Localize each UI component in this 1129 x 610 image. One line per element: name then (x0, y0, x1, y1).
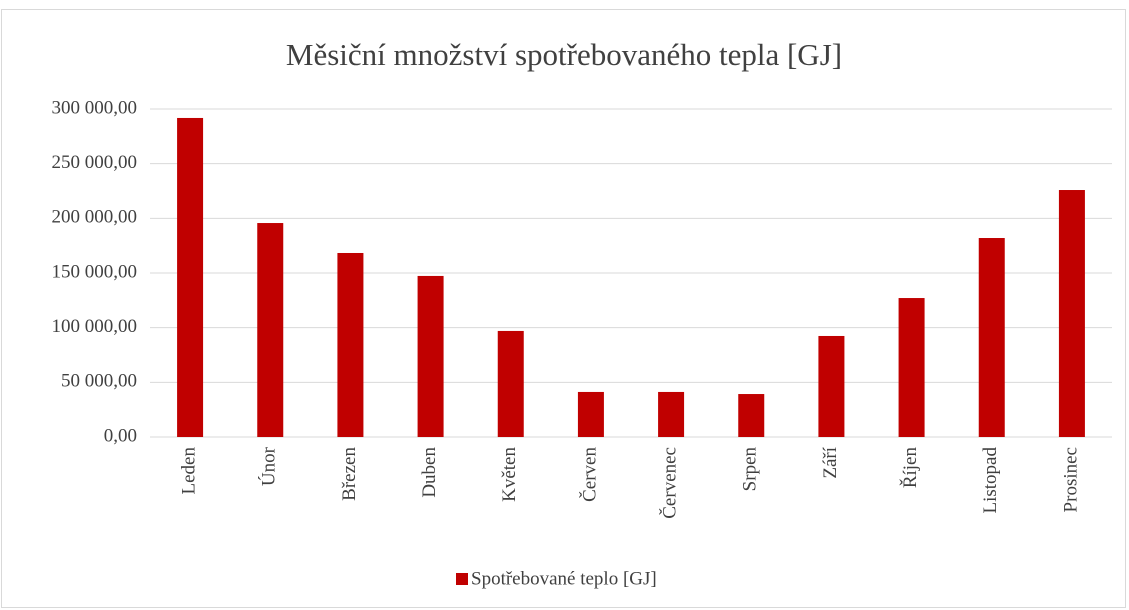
bar (978, 238, 1005, 437)
x-tick-label: Únor (258, 446, 280, 486)
x-tick-label: Leden (178, 447, 199, 495)
bar (257, 223, 284, 437)
x-tick-label: Červen (578, 447, 600, 502)
y-tick-label: 100 000,00 (52, 316, 138, 337)
chart-title: Měsiční množství spotřebovaného tepla [G… (286, 37, 842, 72)
y-tick-label: 300 000,00 (52, 97, 138, 118)
x-tick-label: Květen (499, 447, 520, 502)
x-tick-label: Září (820, 446, 841, 478)
y-tick-label: 150 000,00 (52, 261, 138, 282)
bar (497, 330, 524, 437)
x-tick-label: Říjen (899, 447, 921, 489)
bar (417, 275, 444, 437)
bar (577, 391, 604, 437)
chart-border (1, 9, 1126, 608)
bar (337, 252, 364, 437)
y-tick-label: 250 000,00 (52, 152, 138, 173)
bar (898, 298, 925, 437)
legend-swatch (456, 573, 468, 585)
y-tick-label: 200 000,00 (52, 207, 138, 228)
x-tick-label: Prosinec (1060, 447, 1081, 512)
legend-label: Spotřebované teplo [GJ] (471, 568, 657, 589)
bar (658, 391, 685, 437)
y-tick-label: 0,00 (104, 425, 137, 446)
bar (1058, 190, 1085, 437)
bar (177, 117, 204, 437)
x-tick-label: Listopad (980, 447, 1001, 514)
x-tick-label: Červenec (658, 447, 680, 519)
x-tick-label: Duben (419, 447, 440, 498)
y-tick-label: 50 000,00 (61, 371, 137, 392)
x-tick-label: Březen (339, 447, 360, 501)
x-tick-label: Srpen (740, 447, 761, 492)
bar (818, 335, 845, 437)
bar (738, 394, 765, 437)
